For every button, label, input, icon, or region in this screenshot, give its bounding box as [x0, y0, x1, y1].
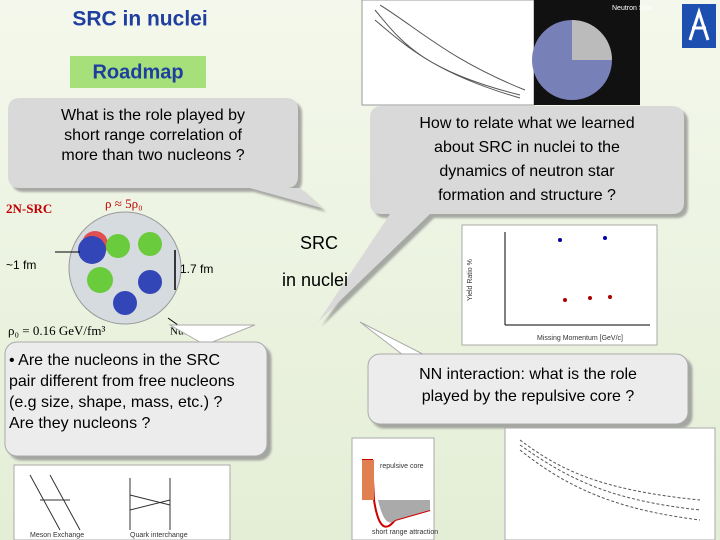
- nucleus-diagram: [55, 211, 186, 331]
- callout-text: about SRC in nuclei to the: [434, 139, 620, 156]
- diagram-label: ρ₀ = 0.16 GeV/fm³: [8, 323, 105, 338]
- axis-label: Yield Ratio %: [467, 259, 474, 301]
- potential-image: repulsive core short range attraction: [351, 437, 438, 540]
- callout-bubble: [318, 106, 684, 322]
- axis-label: Missing Momentum [GeV/c]: [537, 335, 623, 342]
- callout-text: played by the repulsive core ?: [422, 388, 635, 405]
- neutron-star-image: Neutron Star: [361, 0, 716, 106]
- diagram-label: 2N-SRC: [6, 201, 52, 216]
- callout-text: short range correlation of: [64, 127, 242, 144]
- callout-bubble: [4, 341, 268, 457]
- callout-bubble: [367, 353, 689, 425]
- image-caption: repulsive core: [380, 463, 424, 470]
- callout-tail: [168, 324, 256, 346]
- callout-text: Are they nucleons ?: [9, 415, 151, 432]
- title: SRC in nuclei: [72, 8, 207, 31]
- callout-text: dynamics of neutron star: [439, 163, 615, 180]
- callout-text: pair different from free nucleons: [9, 373, 235, 390]
- center-text: in nuclei: [282, 270, 348, 290]
- image-caption: Meson Exchange: [30, 532, 84, 539]
- callout-text: more than two nucleons ?: [61, 147, 244, 164]
- diagram-label: ~1 fm: [6, 258, 36, 272]
- callout-bubble: [8, 98, 322, 208]
- neutron-star-label: Neutron Star: [612, 5, 652, 12]
- image-caption: short range attraction: [372, 529, 438, 536]
- yield-plot-image: Yield Ratio % Missing Momentum [GeV/c]: [461, 224, 658, 346]
- diagram-label: 1.7 fm: [180, 262, 213, 276]
- diagram-label: ρ ≈ 5ρ₀: [105, 196, 143, 211]
- subtitle: Roadmap: [92, 61, 183, 83]
- callout-text: What is the role played by: [61, 107, 245, 124]
- roadmap-box: [70, 56, 206, 88]
- callout-text: NN interaction: what is the role: [419, 366, 637, 383]
- image-caption: Quark interchange: [130, 532, 188, 539]
- callout-text: How to relate what we learned: [419, 115, 634, 132]
- momentum-plot-image: [504, 427, 716, 540]
- callout-text: (e.g size, shape, mass, etc.) ?: [9, 394, 223, 411]
- feynman-image: Meson Exchange Quark interchange: [13, 464, 231, 540]
- callout-text: formation and structure ?: [438, 187, 616, 204]
- callout-text: • Are the nucleons in the SRC: [9, 352, 220, 369]
- center-text: SRC: [300, 233, 338, 253]
